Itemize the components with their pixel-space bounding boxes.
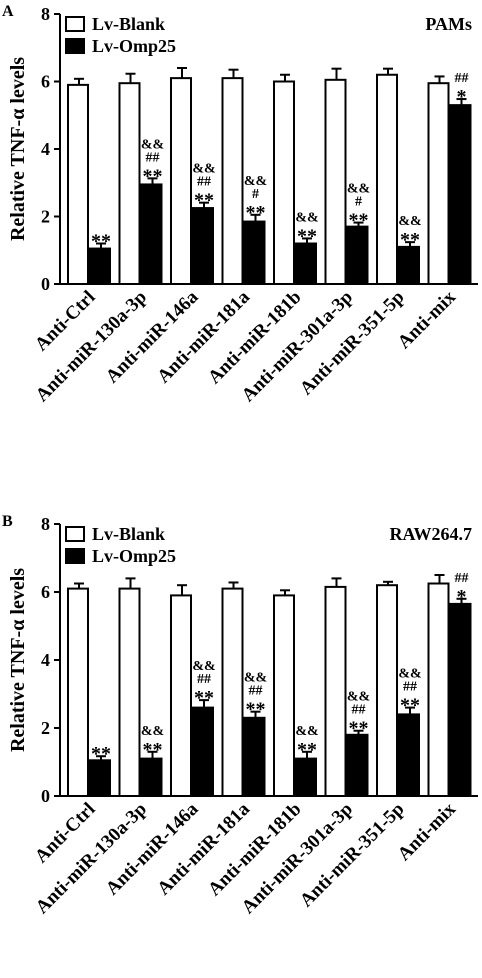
significance-label: ## <box>455 71 469 86</box>
y-tick-label: 0 <box>41 274 50 294</box>
legend-swatch <box>65 548 85 564</box>
bar <box>170 594 192 798</box>
bar <box>449 104 472 285</box>
panel-label: B <box>2 513 13 530</box>
bar <box>192 207 214 285</box>
y-tick-label: 8 <box>41 514 50 534</box>
bar <box>427 582 450 797</box>
legend-swatch <box>65 526 85 542</box>
chart-title: PAMs <box>425 14 472 34</box>
y-tick-label: 2 <box>41 207 50 227</box>
significance-label: ** <box>297 225 317 247</box>
y-axis-label: Relative TNF-α levels <box>7 57 29 241</box>
bar <box>118 587 141 797</box>
bar <box>324 78 347 285</box>
significance-label: ## <box>352 703 366 718</box>
significance-label: && <box>347 182 370 197</box>
x-tick-label: Anti-mix <box>394 798 461 865</box>
bar <box>192 706 214 797</box>
bar <box>295 757 317 797</box>
bar <box>67 83 89 285</box>
significance-label: ## <box>146 150 160 165</box>
legend-swatch <box>65 38 85 54</box>
significance-label: ## <box>455 571 469 586</box>
significance-label: ## <box>197 175 211 190</box>
bar <box>221 587 244 797</box>
significance-label: && <box>192 162 215 177</box>
significance-label: ** <box>194 190 214 212</box>
significance-label: && <box>141 724 164 739</box>
significance-label: && <box>244 174 267 189</box>
significance-label: # <box>355 195 362 210</box>
legend-swatch <box>65 16 85 32</box>
bar <box>140 183 163 285</box>
significance-label: ## <box>403 680 417 695</box>
significance-label: ** <box>194 687 214 709</box>
bar <box>376 73 398 285</box>
significance-label: # <box>252 187 259 202</box>
significance-label: * <box>457 86 467 108</box>
bar <box>243 220 266 285</box>
legend-label: Lv-Omp25 <box>92 36 176 56</box>
bar <box>346 225 369 285</box>
significance-label: ** <box>246 699 266 721</box>
bar <box>427 82 450 285</box>
bar <box>221 77 244 285</box>
y-tick-label: 4 <box>41 650 50 670</box>
significance-label: && <box>244 671 267 686</box>
significance-label: ## <box>249 684 263 699</box>
significance-label: ** <box>349 210 369 232</box>
significance-label: ** <box>143 739 163 761</box>
y-tick-label: 6 <box>41 72 50 92</box>
significance-label: && <box>295 724 318 739</box>
chart-title: RAW264.7 <box>389 524 472 544</box>
bar <box>118 82 141 285</box>
bar <box>295 242 317 285</box>
bar <box>449 602 472 798</box>
bar <box>170 77 192 285</box>
significance-label: ** <box>400 229 420 251</box>
bar <box>140 757 163 797</box>
bar <box>376 584 398 798</box>
significance-label: && <box>347 690 370 705</box>
significance-label: ** <box>349 718 369 740</box>
significance-label: ** <box>400 695 420 717</box>
bar <box>89 759 111 797</box>
significance-label: && <box>398 214 421 229</box>
significance-label: ## <box>197 672 211 687</box>
significance-label: * <box>457 586 467 608</box>
y-tick-label: 4 <box>41 139 50 159</box>
legend-label: Lv-Omp25 <box>92 546 176 566</box>
y-tick-label: 6 <box>41 582 50 602</box>
y-axis-label: Relative TNF-α levels <box>7 568 29 752</box>
significance-label: ** <box>91 231 111 253</box>
bar <box>346 733 369 797</box>
significance-label: ** <box>143 165 163 187</box>
panel-label: A <box>2 3 14 20</box>
bar <box>398 245 420 285</box>
x-tick-label: Anti-mix <box>394 286 461 353</box>
y-tick-label: 8 <box>41 4 50 24</box>
y-tick-label: 0 <box>41 786 50 806</box>
significance-label: ** <box>246 202 266 224</box>
bar <box>273 594 295 798</box>
bar <box>67 587 89 797</box>
significance-label: ** <box>91 743 111 765</box>
significance-label: ** <box>297 739 317 761</box>
bar <box>89 247 111 285</box>
significance-label: && <box>192 659 215 674</box>
bar <box>243 716 266 797</box>
significance-label: && <box>295 210 318 225</box>
significance-label: && <box>141 137 164 152</box>
bar <box>324 585 347 798</box>
legend-label: Lv-Blank <box>92 14 165 34</box>
bar <box>273 80 295 285</box>
significance-label: && <box>398 667 421 682</box>
y-tick-label: 2 <box>41 718 50 738</box>
bar <box>398 713 420 798</box>
legend-label: Lv-Blank <box>92 524 165 544</box>
